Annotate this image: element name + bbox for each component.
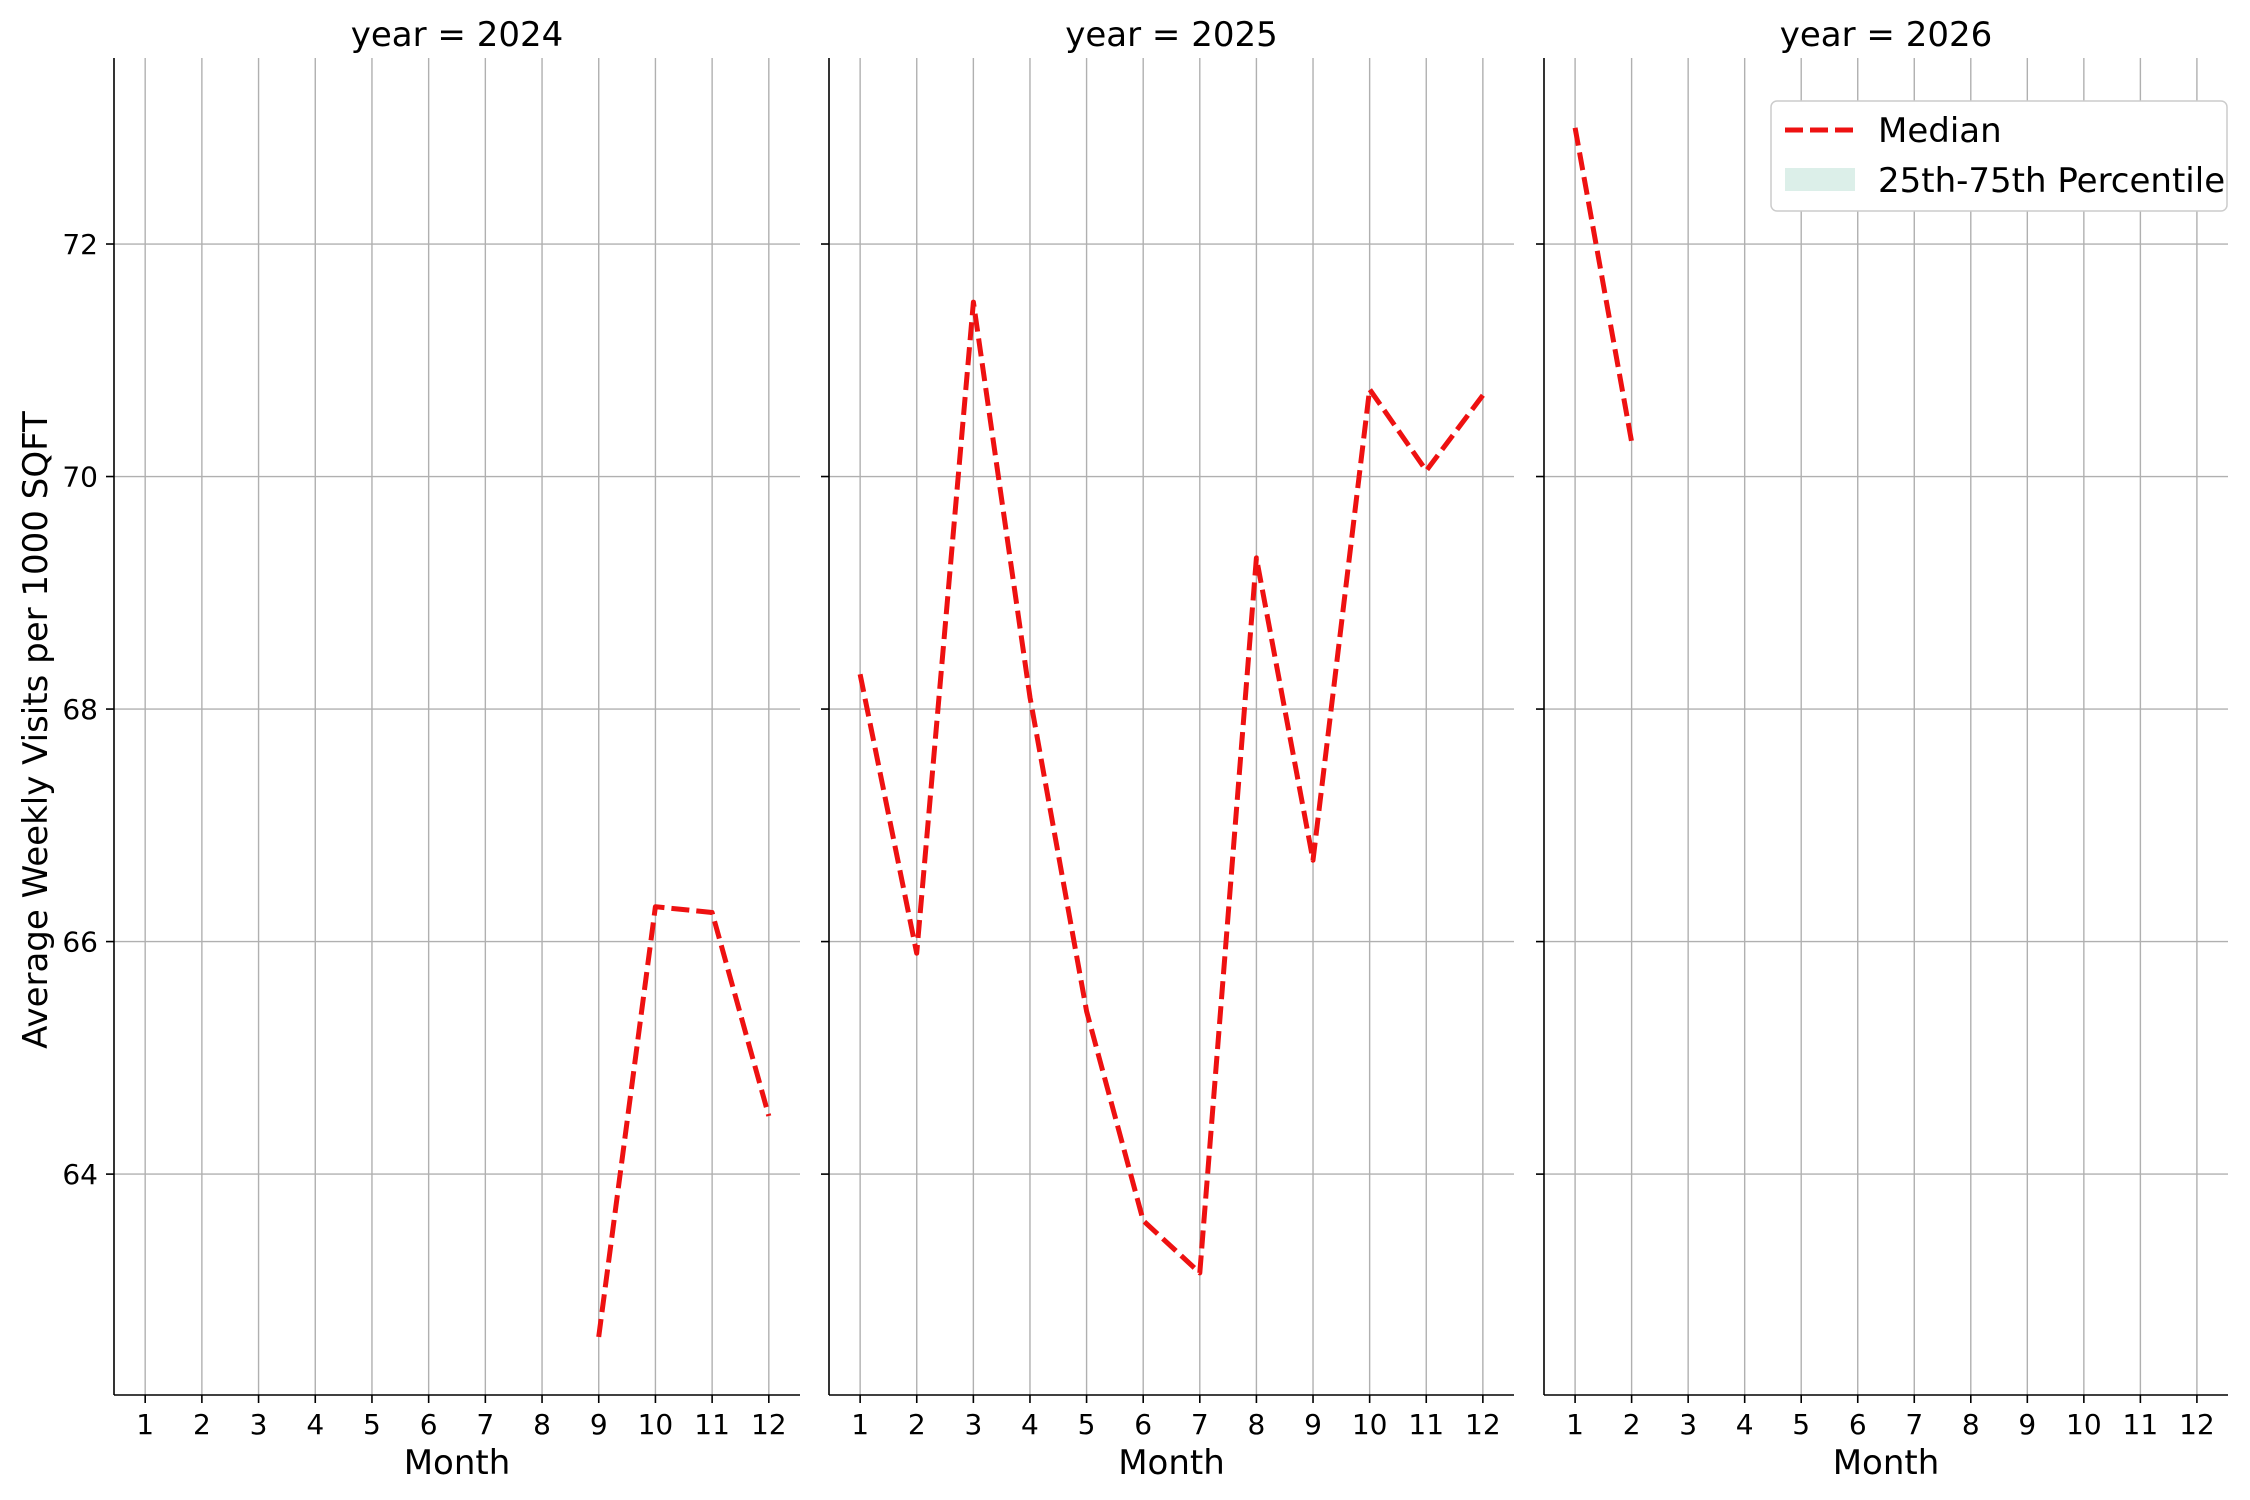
x-tick-label: 6 (1134, 1408, 1152, 1441)
x-tick-label: 12 (2179, 1408, 2215, 1441)
x-tick-label: 5 (1792, 1408, 1810, 1441)
y-tick-label: 72 (62, 228, 98, 261)
x-tick-label: 7 (476, 1408, 494, 1441)
facet-title: year = 2025 (1065, 15, 1277, 55)
x-tick-label: 4 (1021, 1408, 1039, 1441)
median-series-line (1572, 127, 1635, 443)
x-tick-label: 8 (533, 1408, 551, 1441)
x-tick-label: 1 (851, 1408, 869, 1441)
x-tick-label: 9 (590, 1408, 608, 1441)
x-tick-label: 11 (1408, 1408, 1444, 1441)
legend-median-label: Median (1878, 111, 2002, 151)
x-axis-label: Month (1833, 1443, 1940, 1483)
x-tick-label: 9 (2018, 1408, 2036, 1441)
y-axis-label: Average Weekly Visits per 1000 SQFT (16, 411, 56, 1049)
facet-title: year = 2026 (1780, 15, 1992, 55)
x-tick-label: 10 (638, 1408, 674, 1441)
x-tick-label: 2 (1623, 1408, 1641, 1441)
x-tick-label: 3 (964, 1408, 982, 1441)
y-tick-label: 70 (62, 461, 98, 494)
x-tick-label: 12 (751, 1408, 787, 1441)
facet-title: year = 2024 (351, 15, 563, 55)
x-tick-label: 11 (694, 1408, 730, 1441)
x-axis-label: Month (404, 1443, 511, 1483)
x-tick-label: 2 (193, 1408, 211, 1441)
x-tick-label: 2 (908, 1408, 926, 1441)
y-tick-label: 68 (62, 693, 98, 726)
legend: Median 25th-75th Percentile (1770, 100, 2228, 212)
x-tick-label: 4 (1736, 1408, 1754, 1441)
x-tick-label: 3 (1679, 1408, 1697, 1441)
x-tick-label: 5 (363, 1408, 381, 1441)
x-tick-label: 11 (2123, 1408, 2159, 1441)
median-series-line (596, 904, 772, 1338)
x-tick-label: 6 (420, 1408, 438, 1441)
x-tick-label: 7 (1191, 1408, 1209, 1441)
x-tick-label: 8 (1248, 1408, 1266, 1441)
y-tick-label: 66 (62, 926, 98, 959)
x-axis-label: Month (1118, 1443, 1225, 1483)
x-tick-label: 8 (1962, 1408, 1980, 1441)
x-tick-label: 9 (1304, 1408, 1322, 1441)
legend-percentile-swatch (1785, 168, 1855, 191)
x-tick-label: 10 (1352, 1408, 1388, 1441)
x-tick-label: 7 (1905, 1408, 1923, 1441)
x-tick-label: 4 (306, 1408, 324, 1441)
x-tick-label: 5 (1078, 1408, 1096, 1441)
x-tick-label: 1 (136, 1408, 154, 1441)
median-series-line (857, 299, 1485, 1276)
legend-percentile-label: 25th-75th Percentile (1878, 161, 2225, 201)
x-tick-label: 10 (2066, 1408, 2102, 1441)
legend-frame (1770, 100, 2228, 212)
x-tick-label: 3 (250, 1408, 268, 1441)
y-tick-label: 64 (62, 1158, 98, 1191)
x-tick-label: 12 (1465, 1408, 1501, 1441)
x-tick-label: 6 (1849, 1408, 1867, 1441)
x-tick-label: 1 (1566, 1408, 1584, 1441)
